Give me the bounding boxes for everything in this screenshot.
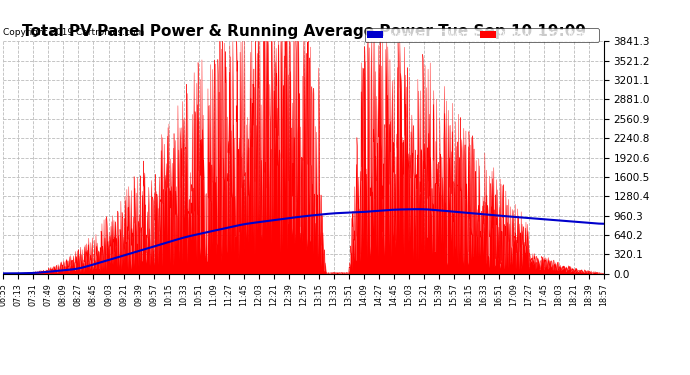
Text: Copyright 2019 Cartronics.com: Copyright 2019 Cartronics.com bbox=[3, 28, 145, 38]
Title: Total PV Panel Power & Running Average Power Tue Sep 10 19:09: Total PV Panel Power & Running Average P… bbox=[21, 24, 586, 39]
Legend: Average  (DC Watts), PV Panels  (DC Watts): Average (DC Watts), PV Panels (DC Watts) bbox=[364, 28, 599, 42]
